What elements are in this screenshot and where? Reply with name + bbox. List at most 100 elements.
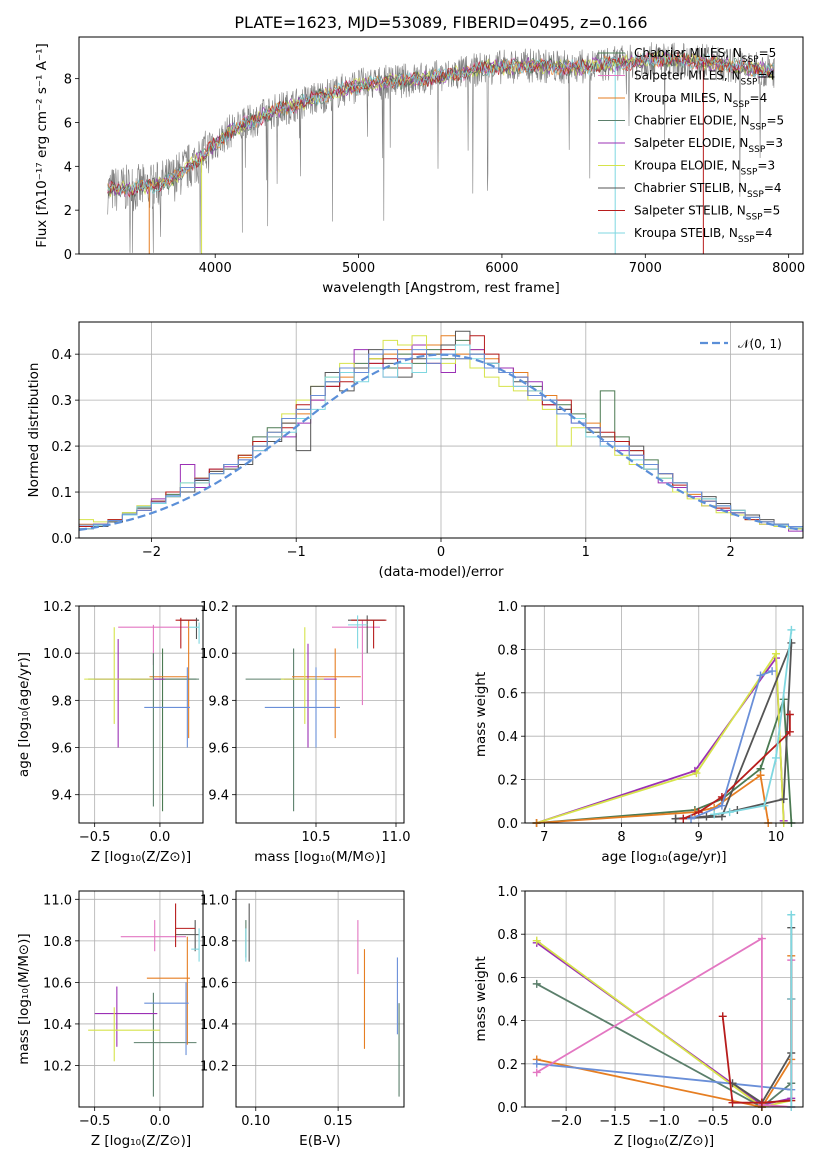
axes-frame xyxy=(524,890,804,1108)
legend-label: Chabrier ELODIE, NSSP=5 xyxy=(634,114,784,133)
axes-frame xyxy=(78,890,204,1108)
x-axis-label: Z [log₁₀(Z/Z⊙)] xyxy=(614,1133,714,1149)
y-axis-label: Flux [fλ10⁻¹⁷ erg cm⁻² s⁻¹ A⁻¹] xyxy=(34,43,50,248)
x-tick-label: 0.15 xyxy=(324,1114,353,1129)
y-tick-label: 0.1 xyxy=(51,486,72,501)
weight-marker xyxy=(787,995,796,1003)
x-axis-label: age [log₁₀(age/yr)] xyxy=(601,849,726,865)
y-tick-label: 10.2 xyxy=(200,600,229,615)
plot-area-weight_vs_Z xyxy=(532,910,796,1111)
plot-area-mass_vs_Z xyxy=(88,903,200,1097)
y-axis-label: Normed distribution xyxy=(26,363,42,498)
weight-marker xyxy=(787,910,796,919)
y-tick-label: 0.4 xyxy=(497,1015,518,1030)
panel-mass_vs_Z: −0.5 0.0 10.2 10.4 10.6 10.8 11.0 Z [log₁₀(Z/Z⊙… xyxy=(16,890,204,1149)
y-tick-label: 10.4 xyxy=(200,1018,229,1033)
y-tick-label: 0.0 xyxy=(51,532,72,547)
weight-marker xyxy=(771,649,780,658)
x-tick-label: 2 xyxy=(726,545,734,560)
weight-line-4 xyxy=(536,1062,792,1091)
plot-area-mass_vs_ebv xyxy=(245,903,400,1097)
y-tick-label: 0.6 xyxy=(497,687,518,702)
x-axis-label: E(B-V) xyxy=(299,1133,341,1149)
gaussian-legend-label: 𝒩(0, 1) xyxy=(738,337,782,351)
legend-label: Salpeter STELIB, NSSP=5 xyxy=(634,204,780,223)
x-tick-label: 0.0 xyxy=(150,1114,171,1129)
y-tick-label: 6 xyxy=(64,116,72,131)
weight-marker xyxy=(532,936,541,945)
x-tick-label: 10 xyxy=(768,830,785,845)
y-tick-label: 10.2 xyxy=(43,600,72,615)
weight-marker xyxy=(532,1068,541,1077)
y-tick-label: 10.4 xyxy=(43,1018,72,1033)
x-tick-label: 9 xyxy=(695,830,703,845)
y-tick-label: 10.0 xyxy=(200,647,229,662)
y-tick-label: 1.0 xyxy=(497,885,518,900)
y-tick-label: 9.4 xyxy=(208,789,229,804)
weight-line-0 xyxy=(536,699,793,824)
x-tick-label: −0.5 xyxy=(79,1114,111,1129)
y-tick-label: 0.3 xyxy=(51,394,72,409)
weight-marker xyxy=(532,1059,541,1068)
x-tick-label: 0 xyxy=(437,545,445,560)
y-tick-label: 9.6 xyxy=(51,742,72,757)
weight-line-2 xyxy=(536,650,785,824)
y-tick-label: 11.0 xyxy=(200,893,229,908)
weight-marker xyxy=(710,810,719,819)
y-axis-label: mass weight xyxy=(473,956,489,1041)
legend-label: Kroupa STELIB, NSSP=4 xyxy=(634,226,772,245)
y-tick-label: 10.6 xyxy=(200,976,229,991)
y-tick-label: 1.0 xyxy=(497,600,518,615)
plot-area-weight_vs_age xyxy=(532,625,796,827)
y-tick-label: 0.8 xyxy=(497,643,518,658)
plot-area-age_vs_mass xyxy=(245,615,387,812)
x-axis-label: (data-model)/error xyxy=(378,564,504,580)
panel-mass_vs_ebv: 0.10 0.15 10.2 10.4 10.6 10.8 11.0 E(B-V) xyxy=(200,890,405,1149)
panel-weight_vs_Z: −2.0 −1.5 −1.0 −0.5 0.0 0.0 0.2 0.4 0.6 0.8 1.0 Z [… xyxy=(473,885,804,1149)
y-tick-label: 9.8 xyxy=(208,694,229,709)
x-tick-label: 8 xyxy=(617,830,625,845)
y-tick-label: 10.8 xyxy=(43,935,72,950)
axes-frame xyxy=(235,605,405,824)
x-tick-label: 4000 xyxy=(199,261,232,276)
weight-marker xyxy=(532,979,541,988)
x-tick-label: −2.0 xyxy=(550,1114,582,1129)
y-tick-label: 4 xyxy=(64,160,72,175)
weight-marker xyxy=(679,814,688,823)
x-tick-label: 5000 xyxy=(342,261,375,276)
y-tick-label: 9.8 xyxy=(51,694,72,709)
x-axis-label: mass [log₁₀(M/M⊙)] xyxy=(254,849,385,865)
x-axis-label: Z [log₁₀(Z/Z⊙)] xyxy=(91,849,191,865)
y-tick-label: 9.6 xyxy=(208,742,229,757)
weight-marker xyxy=(718,1012,727,1021)
legend-label: Chabrier MILES, NSSP=5 xyxy=(634,46,776,65)
x-axis-label: Z [log₁₀(Z/Z⊙)] xyxy=(91,1133,191,1149)
panel-spectrum: 4000 5000 6000 7000 8000 0 2 4 6 8 wavelength [Ang… xyxy=(34,36,805,296)
y-tick-label: 2 xyxy=(64,204,72,219)
y-tick-label: 0.0 xyxy=(497,1101,518,1116)
y-tick-label: 10.6 xyxy=(43,976,72,991)
weight-marker xyxy=(757,1098,766,1107)
x-tick-label: 11.0 xyxy=(382,830,411,845)
weight-marker xyxy=(760,801,769,810)
y-tick-label: 9.4 xyxy=(51,789,72,804)
x-tick-label: 0.0 xyxy=(752,1114,773,1129)
weight-line-1 xyxy=(536,655,785,824)
legend-label: Chabrier STELIB, NSSP=4 xyxy=(634,181,782,200)
x-tick-label: −1.0 xyxy=(648,1114,680,1129)
x-tick-label: −2 xyxy=(142,545,161,560)
panel-weight_vs_age: 7 8 9 10 0.0 0.2 0.4 0.6 0.8 1.0 age [log₁₀(age/yr… xyxy=(473,600,804,865)
y-tick-label: 10.0 xyxy=(43,647,72,662)
panel-age_vs_Z: −0.5 0.0 9.4 9.6 9.8 10.0 10.2 Z [log₁₀(Z/Z⊙)] a… xyxy=(16,600,204,865)
weight-marker xyxy=(717,801,726,810)
weight-marker xyxy=(756,771,765,780)
model-line-6 xyxy=(107,51,774,198)
x-tick-label: 6000 xyxy=(485,261,518,276)
y-tick-label: 0 xyxy=(64,248,72,263)
x-tick-label: −1.5 xyxy=(599,1114,631,1129)
plot-area-residuals xyxy=(79,330,803,532)
panel-residuals: −2 −1 0 1 2 0.0 0.1 0.2 0.3 0.4 (data-model)/error… xyxy=(26,321,804,580)
y-tick-label: 0.8 xyxy=(497,928,518,943)
weight-marker xyxy=(785,727,794,736)
x-tick-label: 7000 xyxy=(629,261,662,276)
